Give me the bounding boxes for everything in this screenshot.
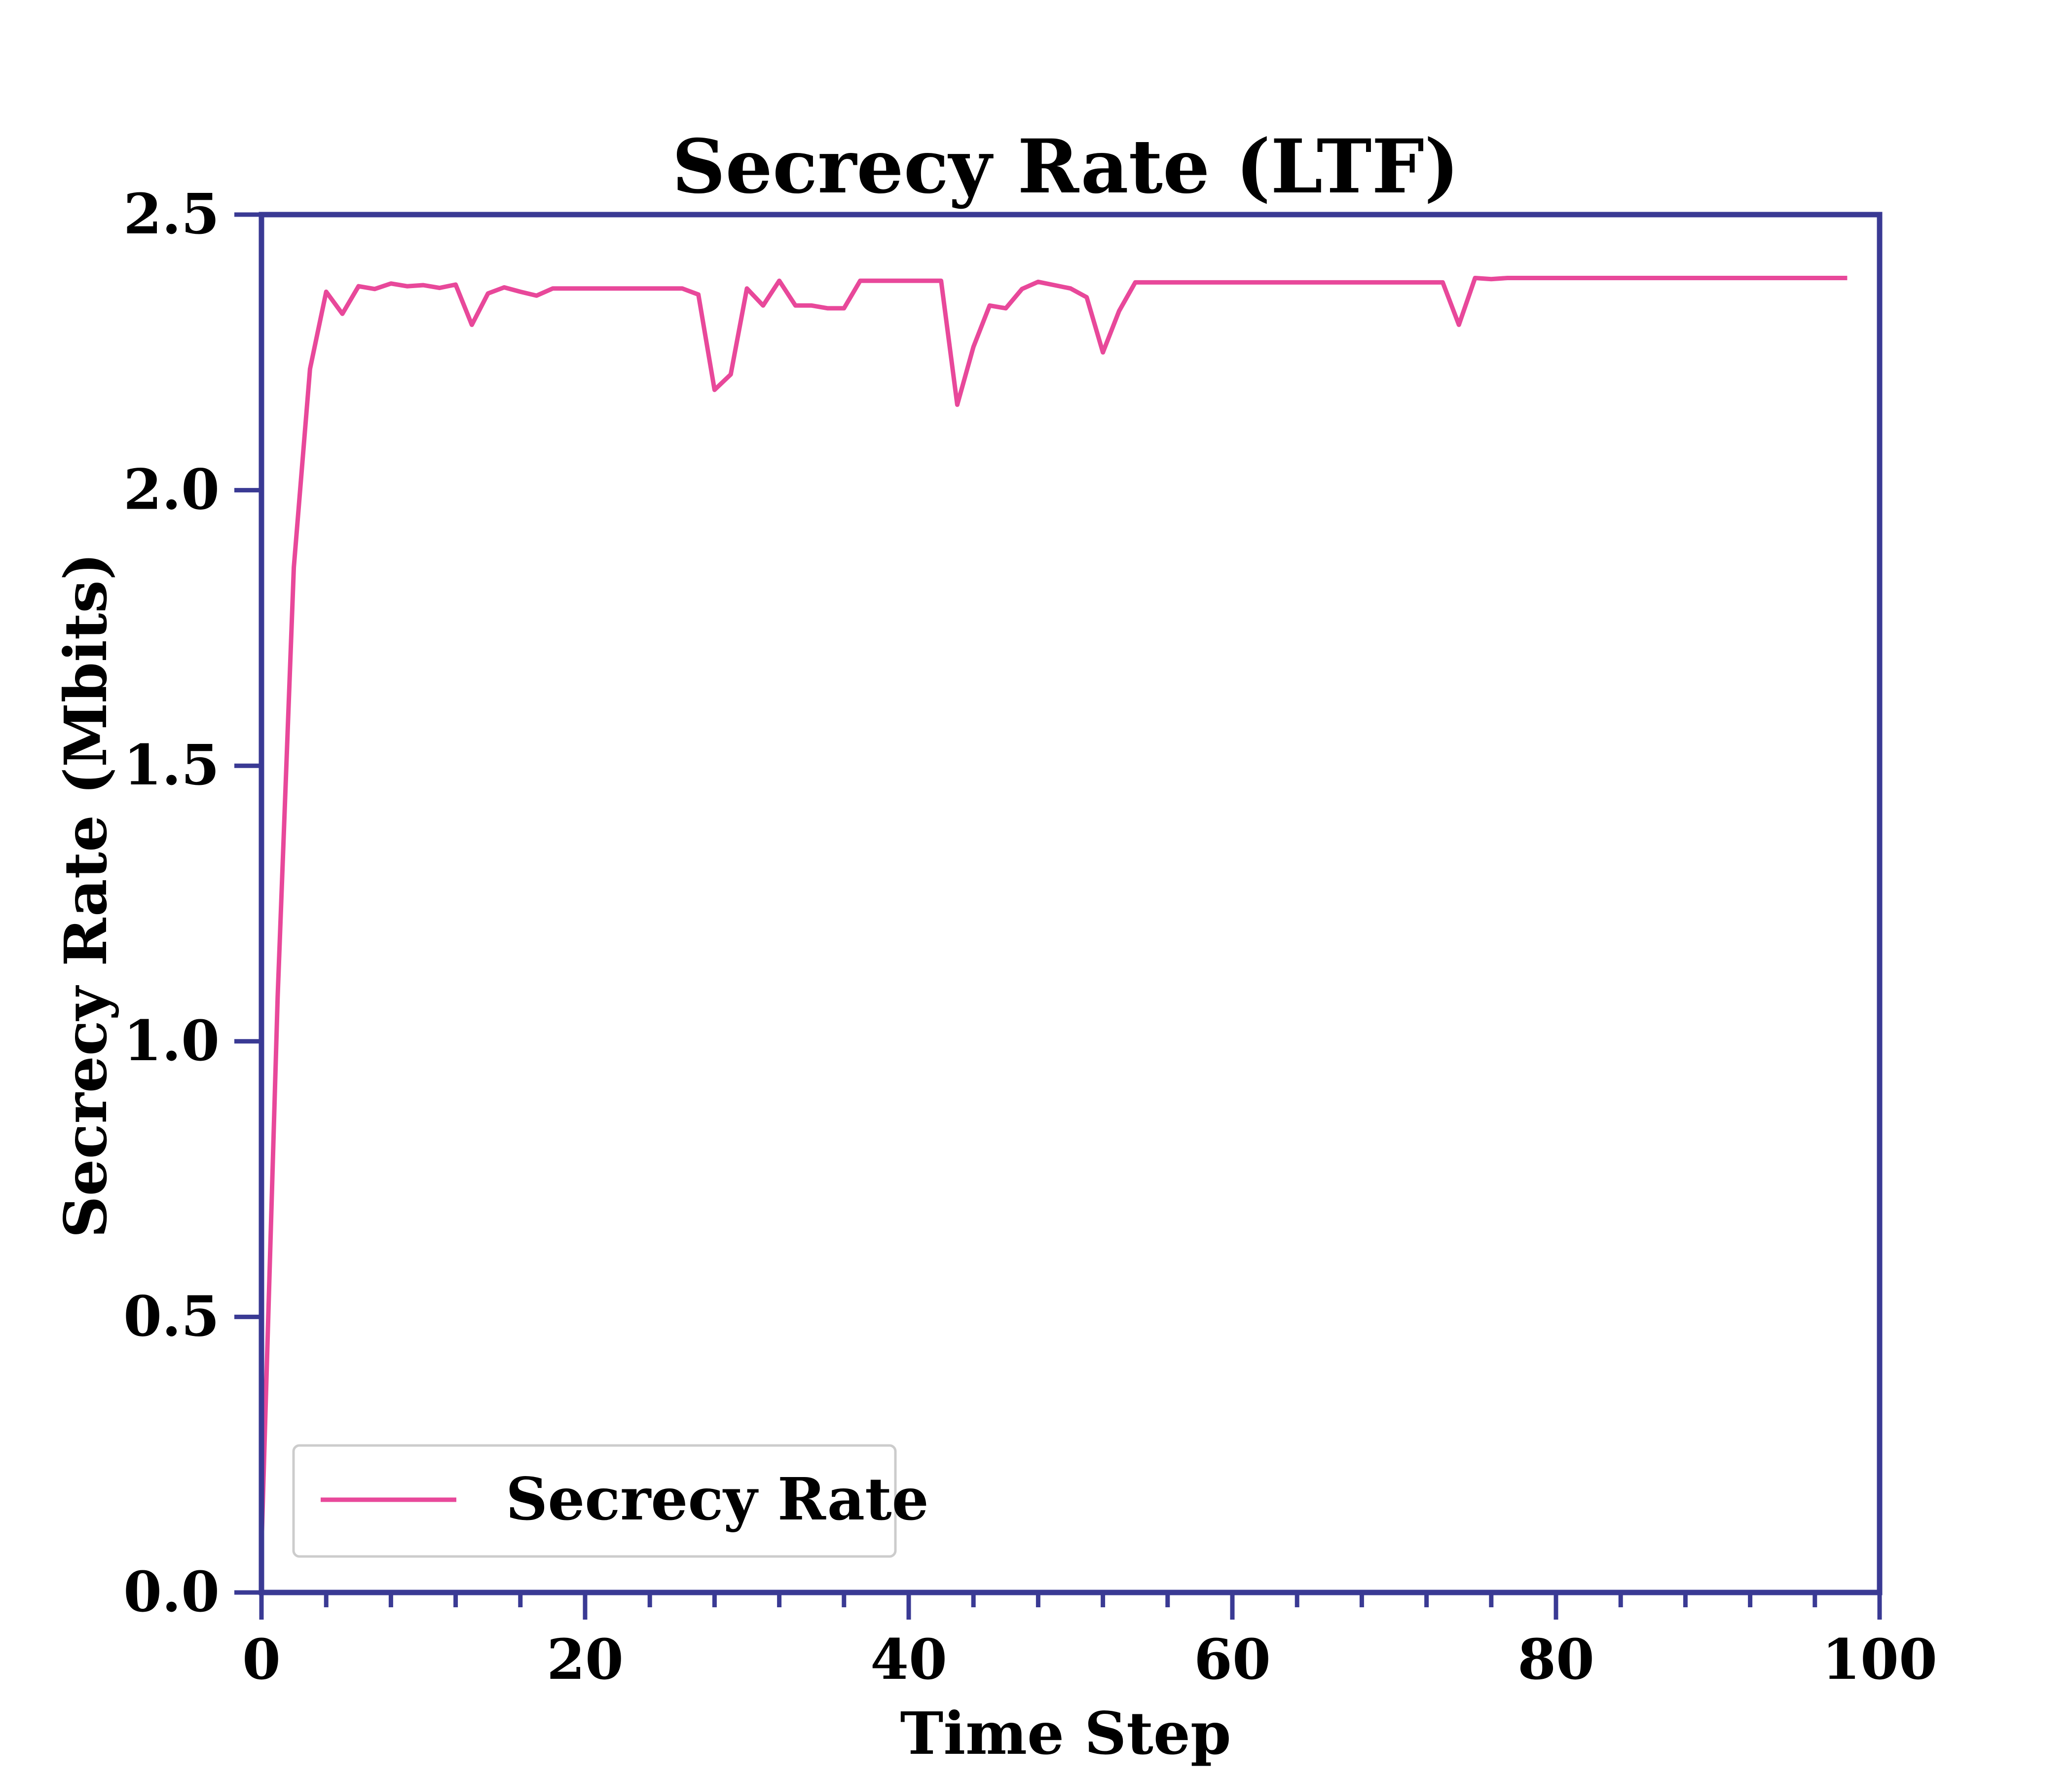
legend-label-secrecy-rate: Secrecy Rate — [506, 1465, 929, 1533]
y-tick-label-0: 0.0 — [123, 1560, 220, 1625]
y-tick-label-1: 0.5 — [123, 1284, 220, 1349]
x-axis-label: Time Step — [900, 1699, 1231, 1768]
x-tick-label-1: 20 — [547, 1628, 624, 1692]
chart-title: Secrecy Rate (LTF) — [672, 123, 1459, 210]
axis-ticks — [234, 212, 1882, 1620]
y-axis-label: Secrecy Rate (Mbits) — [51, 553, 120, 1238]
y-tick-label-3: 1.5 — [123, 733, 220, 798]
x-tick-label-2: 40 — [870, 1628, 947, 1692]
x-tick-label-5: 100 — [1822, 1628, 1937, 1692]
x-tick-label-0: 0 — [242, 1628, 281, 1692]
tick-labels: 0.0 0.5 1.0 1.5 2.0 2.5 0 20 40 60 80 100 — [123, 182, 1937, 1692]
y-tick-label-2: 1.0 — [123, 1009, 220, 1073]
y-tick-label-5: 2.5 — [123, 182, 220, 247]
legend: Secrecy Rate — [292, 1444, 929, 1558]
series-line-secrecy-rate — [259, 276, 1848, 1549]
x-tick-label-4: 80 — [1517, 1628, 1594, 1692]
x-tick-label-3: 60 — [1194, 1628, 1271, 1692]
legend-box — [292, 1444, 897, 1558]
plot-frame — [259, 212, 1883, 1595]
y-tick-label-4: 2.0 — [123, 458, 220, 522]
